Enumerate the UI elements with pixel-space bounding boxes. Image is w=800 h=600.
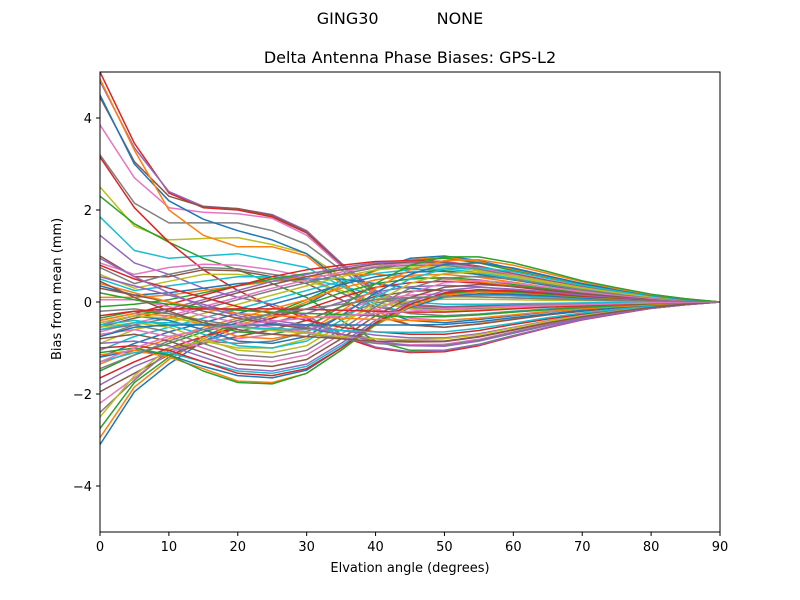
- series-line-s45: [100, 286, 720, 372]
- y-tick-label: 2: [84, 204, 92, 219]
- series-line-s63: [100, 292, 720, 318]
- series-line-s47: [100, 279, 720, 363]
- y-axis-label: Bias from mean (mm): [50, 217, 65, 360]
- series-line-s65: [100, 257, 720, 347]
- series-line-s50: [100, 266, 720, 349]
- x-tick-label: 0: [96, 540, 104, 555]
- x-axis-ticks: 0 10 20 30 40 50 60 70 80 90: [96, 532, 728, 555]
- series-line-s68: [100, 295, 720, 370]
- x-axis-label: Elvation angle (degrees): [330, 561, 490, 576]
- x-tick-label: 90: [712, 540, 729, 555]
- x-tick-label: 10: [161, 540, 178, 555]
- x-tick-label: 60: [505, 540, 522, 555]
- series-line-s48: [100, 275, 720, 358]
- data-series-group: [100, 72, 720, 446]
- x-tick-label: 40: [367, 540, 384, 555]
- series-line-s61: [100, 301, 720, 338]
- series-line-s14: [100, 156, 720, 354]
- y-tick-label: −2: [73, 388, 92, 403]
- y-tick-label: 4: [84, 112, 92, 127]
- y-tick-label: −4: [73, 480, 92, 495]
- series-line-s49: [100, 271, 720, 354]
- figure-suptitle: GING30 NONE: [0, 9, 800, 28]
- x-tick-label: 30: [298, 540, 315, 555]
- y-tick-label: 0: [84, 296, 92, 311]
- suptitle-station: GING30: [316, 9, 379, 28]
- x-tick-label: 20: [230, 540, 247, 555]
- suptitle-radome: NONE: [436, 9, 484, 28]
- series-line-s07: [100, 124, 720, 310]
- x-tick-label: 80: [643, 540, 660, 555]
- series-line-s66: [100, 280, 720, 343]
- y-axis-ticks: −4 −2 0 2 4: [73, 112, 100, 495]
- y-axis-label-wrap: Bias from mean (mm): [50, 160, 65, 360]
- x-tick-label: 70: [574, 540, 591, 555]
- x-tick-label: 50: [436, 540, 453, 555]
- chart-title: Delta Antenna Phase Biases: GPS-L2: [263, 48, 557, 67]
- series-line-s04: [100, 72, 720, 310]
